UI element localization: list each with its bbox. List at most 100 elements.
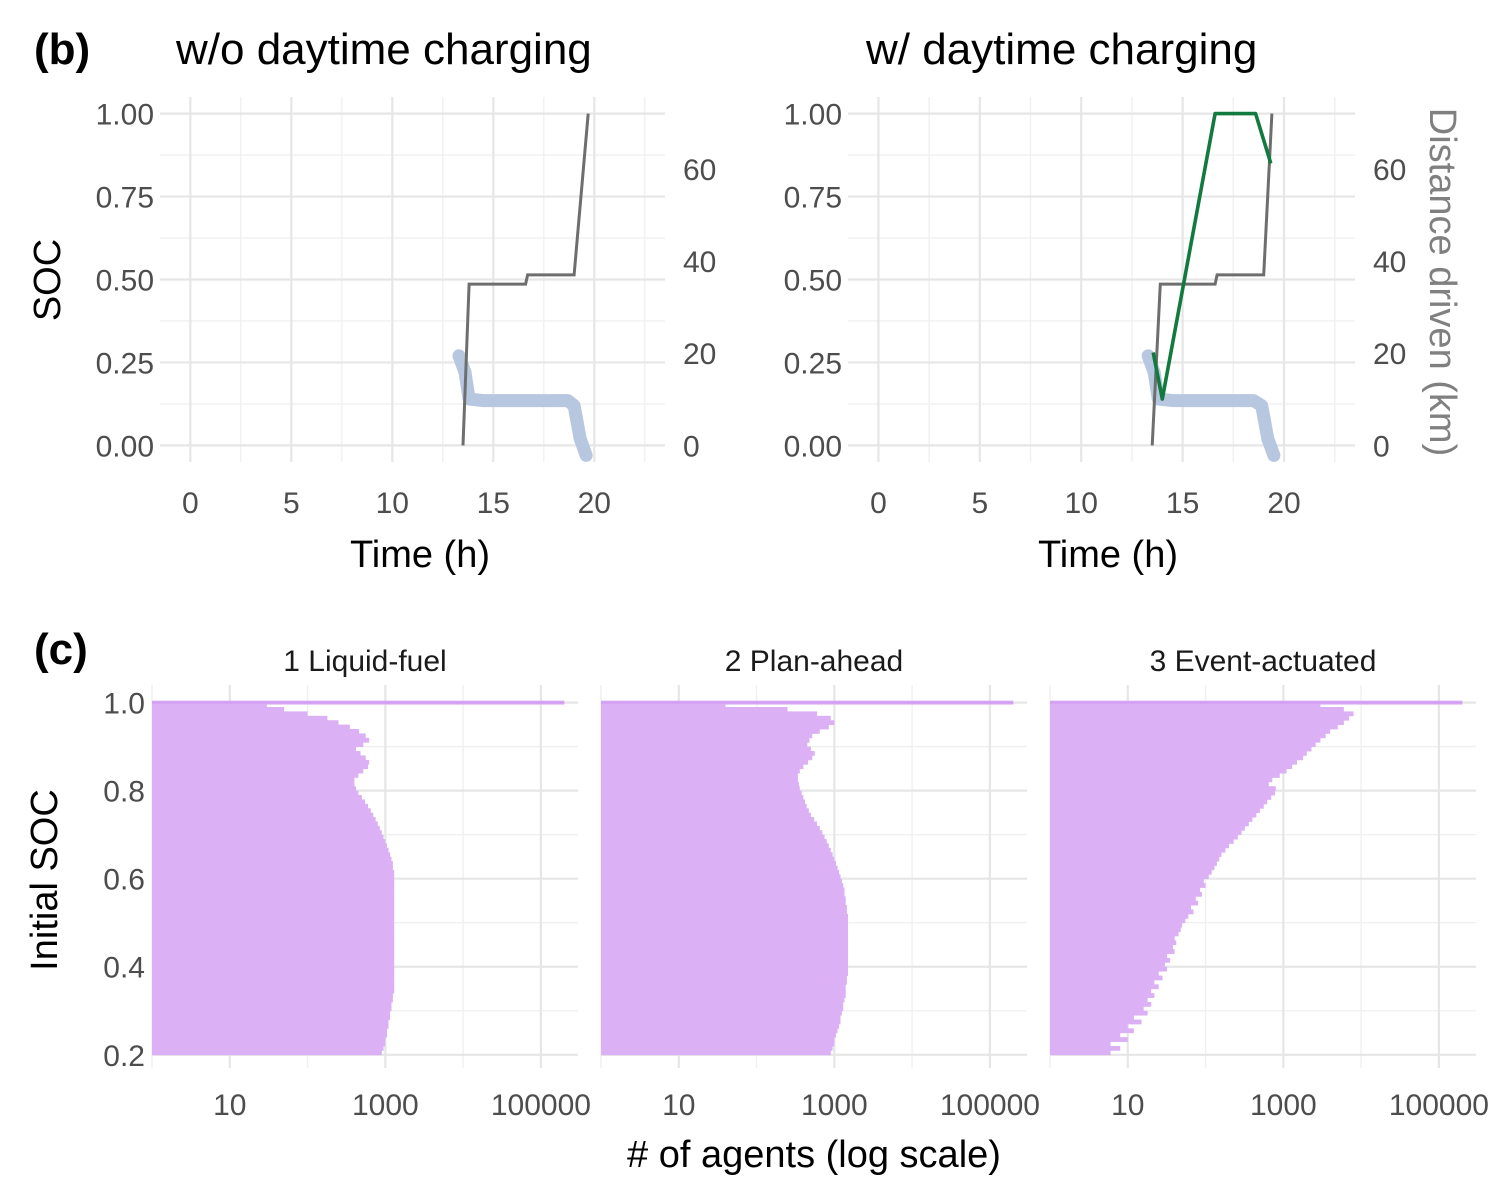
histogram-bar: [1050, 777, 1273, 783]
histogram-bar: [1050, 935, 1175, 941]
histogram-bar: [152, 988, 395, 994]
histogram-bar: [601, 751, 815, 756]
histogram-bar: [601, 953, 849, 959]
histogram-bar: [601, 975, 847, 981]
line-plot-with-daytime-charging: 0 5 10 15 20 0.00 0.25 0.50 0.75 1.00 0 20 40 60: [784, 97, 1406, 520]
histogram-bar: [601, 830, 823, 836]
histogram-bar: [152, 817, 376, 822]
histogram-bar: [152, 764, 369, 770]
histogram-bar: [601, 817, 815, 822]
histogram-bar: [601, 737, 810, 743]
histogram-bar: [152, 874, 395, 880]
x-tick-label: 5: [971, 487, 988, 520]
histogram-bar: [601, 825, 820, 831]
histogram-bar: [601, 755, 813, 761]
histogram-bar: [1050, 729, 1331, 734]
histogram-bar: [1050, 711, 1354, 717]
x-tick-label: 10: [376, 487, 409, 520]
histogram-bar: [152, 979, 395, 985]
histogram-bar: [601, 742, 808, 748]
histogram-bar: [152, 808, 371, 814]
histogram-bar: [1050, 751, 1307, 756]
histogram-bar: [601, 993, 846, 998]
y-tick-label: 0.50: [96, 265, 154, 298]
histogram-bar: [601, 707, 788, 712]
histogram-bar: [1050, 702, 1321, 708]
y-tick-label: 0.4: [103, 952, 145, 985]
histogram-bar: [152, 755, 366, 761]
x-tick-label: 100000: [940, 1089, 1040, 1122]
histogram-bar: [601, 799, 806, 805]
histogram-bar: [152, 935, 395, 941]
histogram-bar: [1050, 715, 1350, 721]
histogram-bar: [1050, 922, 1183, 928]
histogram-bar: [152, 724, 350, 730]
histogram-bar: [601, 918, 849, 924]
histogram-bar: [152, 1019, 389, 1025]
y-tick-label: 0.25: [96, 347, 154, 380]
histogram-bar: [1050, 874, 1209, 880]
x-tick-label: 1000: [1250, 1089, 1317, 1122]
histogram-bar: [601, 1032, 836, 1038]
histogram-bar: [601, 843, 829, 849]
histogram-bar: [601, 764, 804, 770]
histogram-bar: [152, 1045, 384, 1051]
histogram-event-actuated: 10 1000 100000: [1049, 685, 1489, 1122]
histogram-bar: [152, 962, 395, 968]
histogram-bar: [1050, 984, 1159, 990]
histogram-bar: [601, 913, 849, 919]
histogram-bar: [1050, 720, 1344, 726]
histogram-bar: [601, 874, 841, 880]
histogram-bar: [152, 803, 369, 809]
histogram-bar: [152, 1023, 389, 1029]
histogram-bar: [601, 966, 849, 972]
histogram-liquid-fuel: 10 1000 100000 0.2 0.4 0.6 0.8 1.0: [103, 685, 591, 1122]
histogram-bar: [1050, 1041, 1111, 1047]
histogram-bar: [601, 944, 849, 950]
histogram-bar: [152, 768, 364, 774]
histogram-bar: [1050, 1050, 1111, 1056]
panel-b-right-axis-title: Distance driven (km): [1421, 108, 1463, 456]
y-tick-label: 1.00: [96, 99, 154, 132]
histogram-bar: [1050, 746, 1312, 752]
histogram-bar: [601, 940, 849, 946]
x-tick-label: 100000: [1389, 1089, 1489, 1122]
histogram-bar: [601, 896, 846, 902]
histogram-bar: [601, 979, 847, 985]
x-tick-label: 0: [870, 487, 887, 520]
histogram-bar: [601, 839, 827, 844]
histogram-bar: [152, 953, 395, 959]
histogram-bar: [1050, 1023, 1128, 1029]
histogram-bar: [1050, 927, 1181, 932]
y-tick-label: 1.0: [103, 688, 145, 721]
histogram-bar: [152, 1037, 386, 1042]
facet-title-liquid-fuel: 1 Liquid-fuel: [283, 645, 446, 678]
histogram-bar: [601, 922, 849, 928]
x-tick-label: 5: [283, 487, 300, 520]
histogram-bar: [1050, 971, 1159, 976]
histogram-bar: [152, 843, 387, 849]
histogram-bar: [152, 702, 267, 708]
histogram-bar: [601, 795, 804, 800]
histogram-bar: [601, 949, 849, 954]
histogram-bar: [152, 896, 395, 902]
histogram-bar: [1050, 764, 1293, 770]
histogram-bar: [601, 786, 800, 792]
histogram-bar: [1050, 839, 1234, 844]
histogram-bar: [601, 768, 800, 774]
right-axis-tick-label: 60: [1373, 154, 1406, 187]
histogram-bar: [601, 803, 807, 809]
histogram-bar: [601, 1028, 838, 1034]
histogram-bar: [1050, 724, 1338, 730]
panel-b-title-left: w/o daytime charging: [175, 25, 592, 74]
histogram-bar: [1050, 1032, 1121, 1038]
histogram-bar: [152, 865, 393, 871]
histogram-bar: [152, 821, 378, 827]
histogram-bar: [152, 1041, 386, 1047]
histogram-bar: [601, 891, 845, 897]
histogram-bar: [152, 751, 361, 756]
histogram-bar: [152, 707, 285, 712]
histogram-bar: [601, 927, 849, 932]
histogram-bar: [1050, 944, 1173, 950]
histogram-bar: [1050, 830, 1242, 836]
